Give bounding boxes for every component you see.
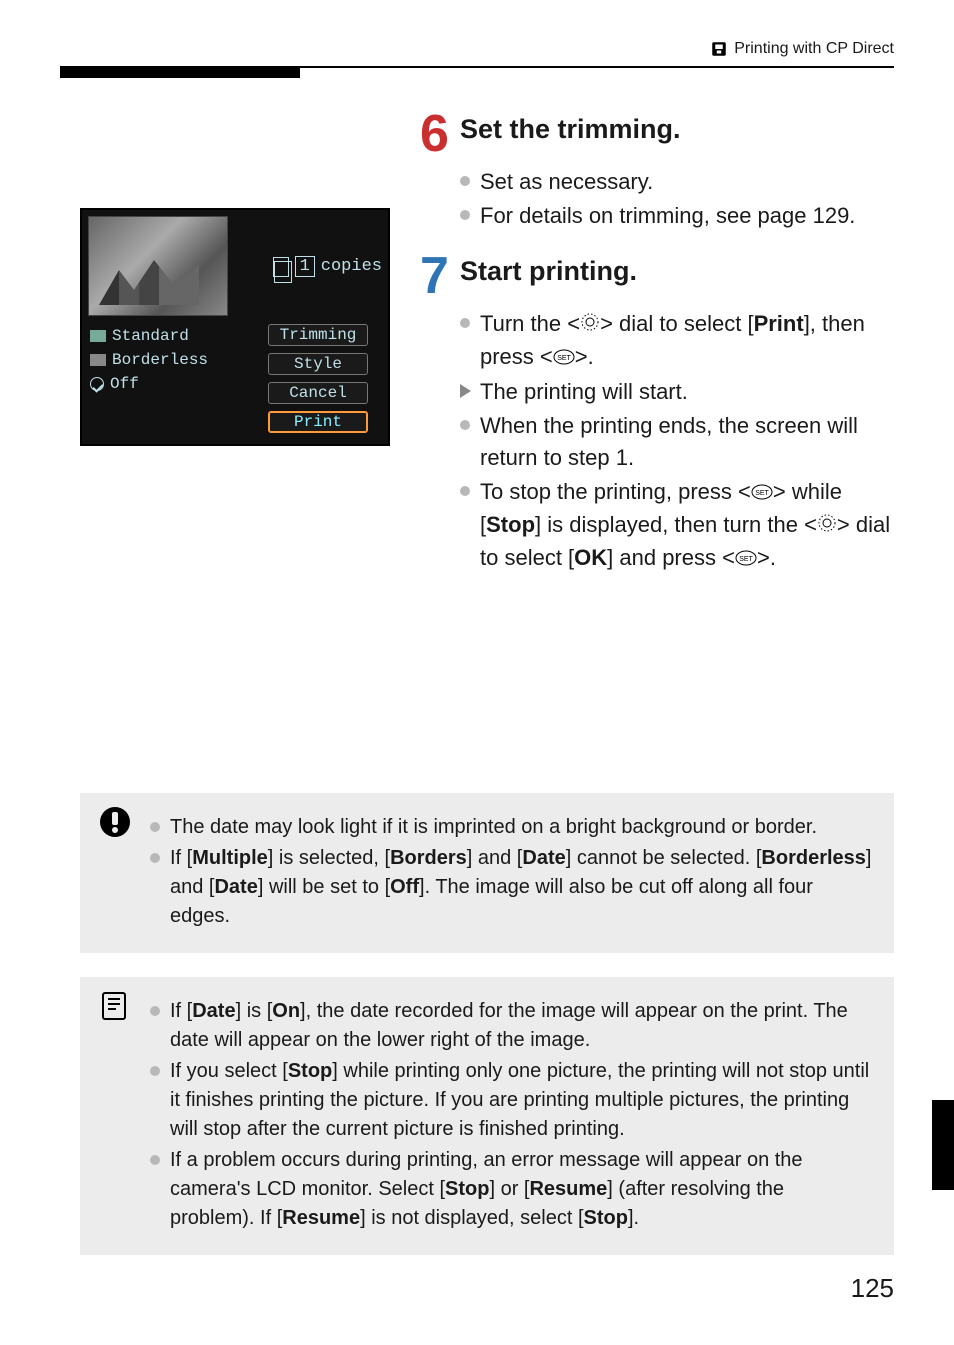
bullet-icon — [460, 176, 470, 186]
lcd-button-trimming[interactable]: Trimming — [268, 324, 368, 346]
printer-icon — [710, 40, 728, 58]
lcd-button-cancel[interactable]: Cancel — [268, 382, 368, 404]
section-rule — [80, 66, 894, 78]
borderless-icon — [90, 354, 106, 366]
header-section-label: Printing with CP Direct — [734, 40, 894, 58]
set-button-icon: SET — [553, 342, 575, 374]
step-7-bullet-3: When the printing ends, the screen will … — [460, 410, 894, 474]
caution-icon — [98, 805, 132, 839]
section-tab — [932, 1100, 954, 1190]
bullet-icon — [150, 1066, 160, 1076]
lcd-button-print[interactable]: Print — [268, 411, 368, 433]
lcd-thumbnail — [88, 216, 228, 316]
caution-bullet-2: If [Multiple] is selected, [Borders] and… — [150, 844, 872, 931]
step-7: 7 Start printing. Turn the <> dial to se… — [420, 250, 894, 575]
dial-icon — [580, 309, 600, 341]
header: Printing with CP Direct — [80, 40, 894, 58]
arrow-icon — [460, 384, 471, 398]
bullet-icon — [150, 1155, 160, 1165]
step-6-number: 6 — [420, 108, 460, 160]
step-6: 6 Set the trimming. Set as necessary. Fo… — [420, 108, 894, 232]
lcd-row-borderless: Borderless — [90, 348, 243, 372]
bullet-icon — [150, 822, 160, 832]
bullet-icon — [150, 853, 160, 863]
bullet-icon — [460, 486, 470, 496]
lcd-button-style[interactable]: Style — [268, 353, 368, 375]
step-7-bullet-1: Turn the <> dial to select [Print], then… — [460, 308, 894, 374]
camera-lcd: 1 copies Standard Borderless Off Trimmin… — [80, 208, 390, 446]
set-button-icon: SET — [751, 477, 773, 509]
step-7-bullet-2: The printing will start. — [460, 376, 894, 408]
step-6-title: Set the trimming. — [460, 108, 681, 145]
svg-text:SET: SET — [557, 355, 571, 362]
copies-count: 1 — [295, 256, 315, 277]
note-bullet-2: If you select [Stop] while printing only… — [150, 1057, 872, 1144]
standard-icon — [90, 330, 106, 342]
step-7-title: Start printing. — [460, 250, 637, 287]
lcd-copies: 1 copies — [234, 256, 382, 277]
step-6-bullet-2: For details on trimming, see page 129. — [460, 200, 894, 232]
lcd-row-off: Off — [90, 372, 243, 396]
copies-label: copies — [321, 257, 382, 276]
lcd-row-standard: Standard — [90, 324, 243, 348]
dial-icon — [817, 510, 837, 542]
note-bullet-1: If [Date] is [On], the date recorded for… — [150, 997, 872, 1055]
page-number: 125 — [80, 1273, 894, 1304]
caution-bullet-1: The date may look light if it is imprint… — [150, 813, 872, 842]
off-icon — [90, 377, 104, 391]
bullet-icon — [460, 318, 470, 328]
svg-text:SET: SET — [755, 490, 769, 497]
caution-box: The date may look light if it is imprint… — [80, 793, 894, 953]
sheets-icon — [273, 257, 289, 277]
note-box: If [Date] is [On], the date recorded for… — [80, 977, 894, 1255]
bullet-icon — [150, 1006, 160, 1016]
bullet-icon — [460, 210, 470, 220]
bullet-icon — [460, 420, 470, 430]
note-icon — [98, 989, 132, 1023]
step-7-bullet-4: To stop the printing, press <SET> while … — [460, 476, 894, 575]
set-button-icon: SET — [735, 543, 757, 575]
step-6-bullet-1: Set as necessary. — [460, 166, 894, 198]
svg-text:SET: SET — [739, 556, 753, 563]
note-bullet-3: If a problem occurs during printing, an … — [150, 1146, 872, 1233]
step-7-number: 7 — [420, 250, 460, 302]
